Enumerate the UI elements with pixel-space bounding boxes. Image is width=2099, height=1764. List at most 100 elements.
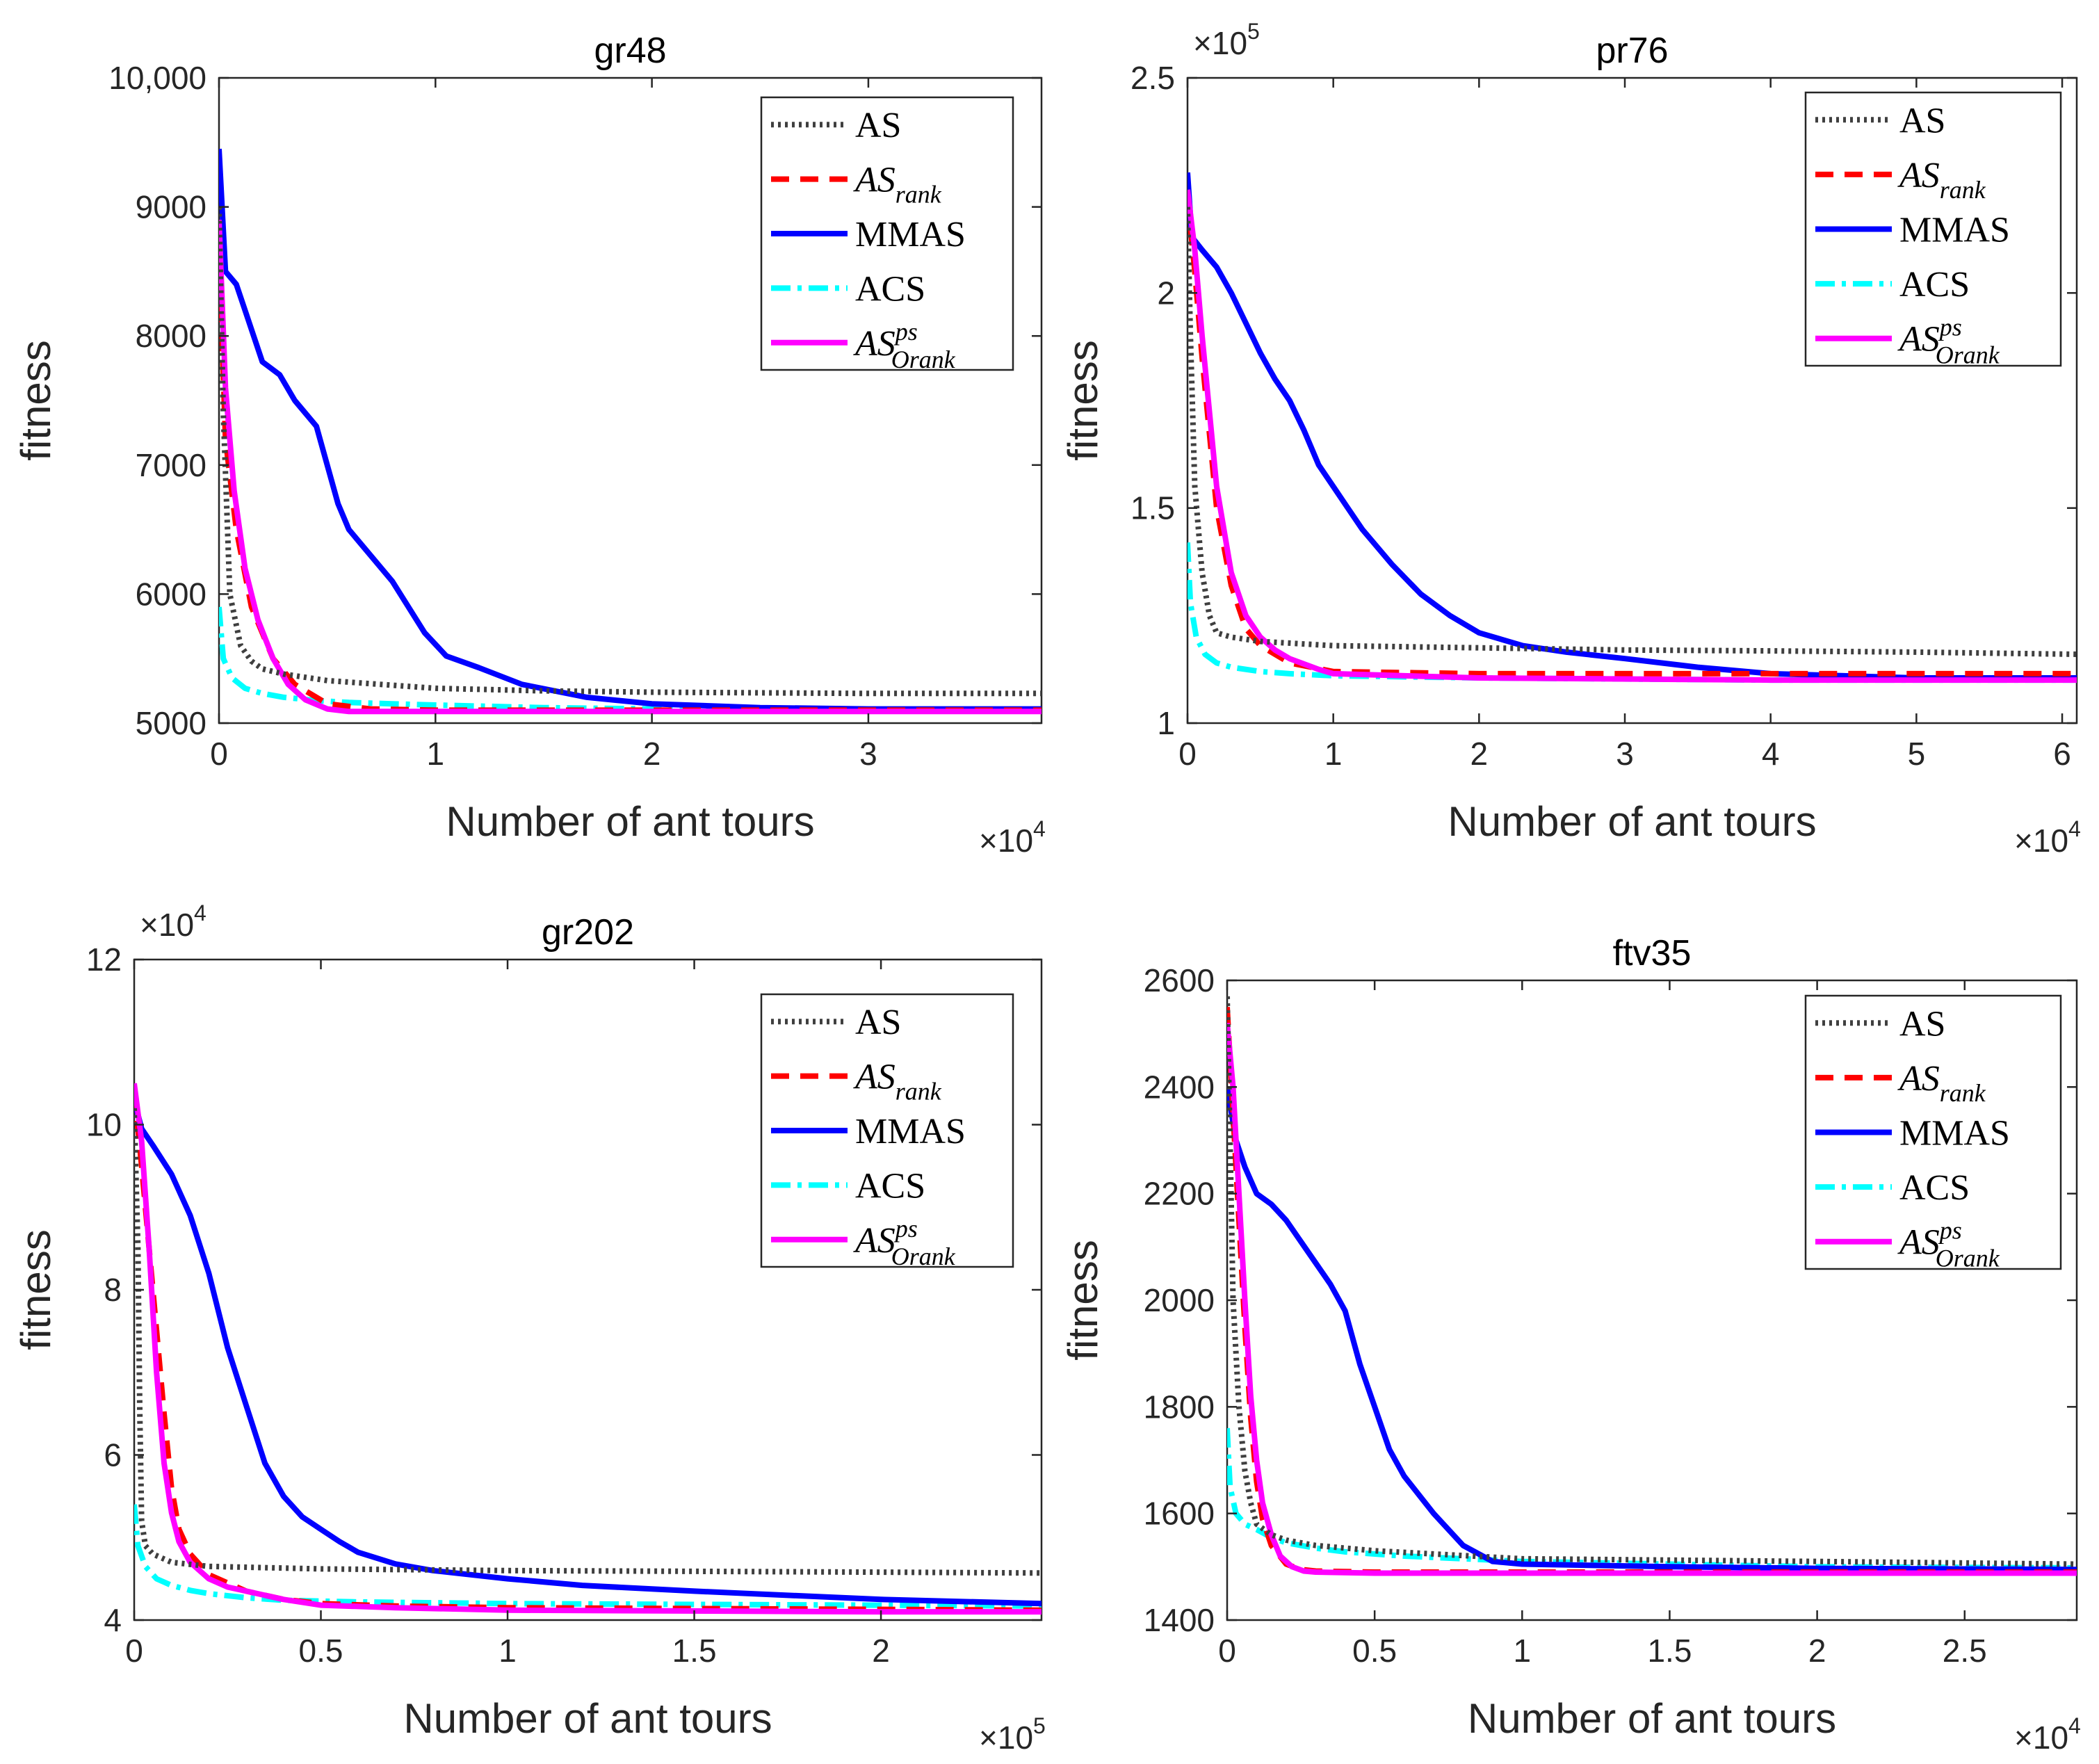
legend-label-ACS: ACS bbox=[1899, 265, 1970, 305]
y-tick-label: 9000 bbox=[136, 189, 206, 225]
x-tick-label: 2 bbox=[872, 1633, 890, 1669]
x-tick-label: 2.5 bbox=[1943, 1633, 1987, 1669]
y-axis-label: fitness bbox=[1060, 1240, 1106, 1360]
y-axis-label: fitness bbox=[1060, 340, 1106, 460]
y-tick-label: 1400 bbox=[1144, 1602, 1215, 1638]
legend-label-AS_Orank_ps: ASps Orank bbox=[853, 318, 956, 373]
series-line-AS_Orank_ps bbox=[134, 1083, 1042, 1615]
y-tick-label: 12 bbox=[86, 941, 122, 978]
y-tick-label: 5000 bbox=[136, 705, 206, 741]
x-tick-label: 3 bbox=[859, 736, 877, 772]
series-line-MMAS bbox=[219, 148, 1042, 712]
y-tick-label: 7000 bbox=[136, 447, 206, 483]
series-line-AS bbox=[1227, 996, 2077, 1567]
chart-title: gr202 bbox=[542, 912, 634, 953]
series-line-AS bbox=[1188, 207, 2077, 657]
y-axis-label: fitness bbox=[13, 1229, 59, 1350]
y-axis-label: fitness bbox=[13, 340, 59, 460]
x-tick-label: 1 bbox=[427, 736, 445, 772]
chart-title: gr48 bbox=[594, 31, 666, 71]
y-tick-label: 1800 bbox=[1144, 1389, 1215, 1425]
series-group bbox=[134, 1083, 1042, 1615]
x-tick-label: 6 bbox=[2053, 736, 2071, 772]
x-tick-label: 1 bbox=[1324, 736, 1343, 772]
y-tick-label: 2 bbox=[1157, 275, 1175, 311]
x-tick-label: 1 bbox=[1514, 1633, 1532, 1669]
legend: AS ASrank MMAS ACS ASps Orank bbox=[1804, 994, 2062, 1272]
legend: AS ASrank MMAS ACS ASps Orank bbox=[760, 96, 1014, 373]
x-multiplier: ×104 bbox=[2014, 1713, 2081, 1756]
legend-label-AS: AS bbox=[855, 106, 901, 145]
y-tick-label: 2.5 bbox=[1130, 60, 1175, 96]
x-multiplier: ×105 bbox=[979, 1713, 1046, 1756]
legend-label-ACS: ACS bbox=[855, 269, 925, 309]
x-axis-label: Number of ant tours bbox=[446, 798, 814, 845]
x-tick-label: 0 bbox=[1178, 736, 1197, 772]
chart-title: pr76 bbox=[1596, 31, 1668, 71]
x-tick-label: 1 bbox=[499, 1633, 517, 1669]
legend-label-MMAS: MMAS bbox=[1899, 1114, 2010, 1154]
x-tick-label: 4 bbox=[1762, 736, 1780, 772]
x-axis-label: Number of ant tours bbox=[403, 1695, 772, 1742]
y-tick-label: 10 bbox=[86, 1107, 122, 1143]
chart-panel-ftv35: 0 0.5 1 1.5 2 2.5 1400 1600 1800 2000 2200 2400 2600… bbox=[1060, 933, 2081, 1756]
series-line-AS_rank bbox=[1188, 197, 2077, 677]
x-tick-label: 2 bbox=[1470, 736, 1489, 772]
legend-label-AS_rank: ASrank bbox=[1897, 1059, 1986, 1107]
x-tick-label: 5 bbox=[1908, 736, 1926, 772]
x-tick-label: 1.5 bbox=[1647, 1633, 1692, 1669]
legend-label-MMAS: MMAS bbox=[855, 1112, 966, 1151]
series-group bbox=[1227, 996, 2077, 1576]
x-tick-label: 0 bbox=[125, 1633, 143, 1669]
y-tick-label: 8000 bbox=[136, 318, 206, 354]
y-tick-label: 8 bbox=[104, 1272, 122, 1308]
legend-label-AS_Orank_ps: ASps Orank bbox=[1897, 314, 2000, 369]
series-group bbox=[219, 148, 1042, 715]
x-tick-label: 0 bbox=[1218, 1633, 1236, 1669]
legend: AS ASrank MMAS ACS ASps Orank bbox=[1804, 91, 2062, 369]
legend-label-AS: AS bbox=[855, 1003, 901, 1042]
y-tick-label: 1 bbox=[1157, 705, 1175, 741]
y-tick-label: 2200 bbox=[1144, 1176, 1215, 1212]
legend-label-AS_rank: ASrank bbox=[1897, 156, 1986, 204]
y-tick-label: 1.5 bbox=[1130, 490, 1175, 526]
y-multiplier: ×105 bbox=[1193, 19, 1260, 61]
legend-label-AS: AS bbox=[1899, 101, 1945, 140]
y-tick-label: 10,000 bbox=[108, 60, 206, 96]
x-multiplier: ×104 bbox=[2014, 816, 2081, 859]
series-line-MMAS bbox=[1227, 1086, 2077, 1573]
series-line-MMAS bbox=[134, 1099, 1042, 1607]
series-line-AS_Orank_ps bbox=[1227, 1022, 2077, 1576]
legend-label-AS_rank: ASrank bbox=[853, 1058, 942, 1106]
x-tick-label: 1.5 bbox=[672, 1633, 717, 1669]
chart-title: ftv35 bbox=[1613, 933, 1692, 973]
legend-label-MMAS: MMAS bbox=[855, 215, 966, 254]
chart-panel-gr202: 0 0.5 1 1.5 2 4 6 8 10 12 gr202 Number of ant tours… bbox=[13, 900, 1046, 1756]
legend-label-AS_rank: ASrank bbox=[853, 161, 942, 209]
x-tick-label: 3 bbox=[1616, 736, 1634, 772]
x-axis-label: Number of ant tours bbox=[1448, 798, 1816, 845]
x-multiplier: ×104 bbox=[979, 816, 1046, 859]
y-tick-label: 2400 bbox=[1144, 1069, 1215, 1105]
x-tick-label: 0.5 bbox=[1352, 1633, 1397, 1669]
legend-label-ACS: ACS bbox=[855, 1166, 925, 1206]
series-line-AS_Orank_ps bbox=[219, 220, 1042, 715]
y-tick-label: 2000 bbox=[1144, 1282, 1215, 1318]
x-tick-label: 2 bbox=[1808, 1633, 1826, 1669]
legend: AS ASrank MMAS ACS ASps Orank bbox=[760, 993, 1014, 1270]
y-tick-label: 6 bbox=[104, 1437, 122, 1473]
legend-label-AS_Orank_ps: ASps Orank bbox=[853, 1215, 956, 1270]
legend-label-MMAS: MMAS bbox=[1899, 211, 2010, 250]
x-axis-label: Number of ant tours bbox=[1468, 1695, 1836, 1742]
x-tick-label: 0.5 bbox=[299, 1633, 343, 1669]
y-tick-label: 1600 bbox=[1144, 1496, 1215, 1532]
legend-label-AS_Orank_ps: ASps Orank bbox=[1897, 1217, 2000, 1272]
x-tick-label: 0 bbox=[210, 736, 228, 772]
y-tick-label: 4 bbox=[104, 1602, 122, 1638]
chart-panel-gr48: 0 1 2 3 5000 6000 7000 8000 9000 10,000 gr48 Number… bbox=[13, 31, 1046, 859]
y-tick-label: 6000 bbox=[136, 576, 206, 612]
legend-label-ACS: ACS bbox=[1899, 1168, 1970, 1208]
y-multiplier: ×104 bbox=[140, 900, 206, 943]
